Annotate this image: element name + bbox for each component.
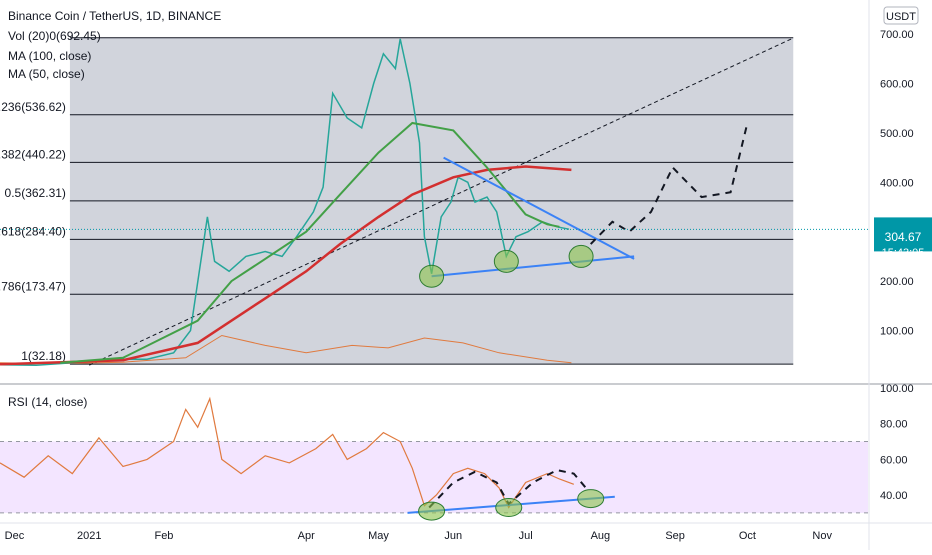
price-tag-background — [874, 217, 932, 252]
ma100-line — [0, 165, 572, 366]
x-tick-label: Dec — [5, 530, 25, 542]
ma50-line — [60, 121, 560, 364]
rsi-y-tick-label: 60.00 — [880, 454, 908, 466]
pivot-marker — [568, 244, 594, 268]
fib-label-4: 0.786(173.47) — [0, 279, 66, 293]
y-tick-label: 200.00 — [880, 276, 914, 288]
indicator-ma50[interactable]: MA (50, close) — [8, 67, 85, 81]
rsi-pivot-marker — [418, 501, 446, 521]
x-tick-label: Aug — [591, 530, 611, 542]
symbol-title[interactable]: Binance Coin / TetherUS, 1D, BINANCE — [8, 9, 221, 23]
rsi-band — [0, 441, 868, 513]
rsi-y-tick-label: 100.00 — [880, 383, 914, 395]
triangle-upper-line — [443, 156, 635, 260]
x-tick-label: Nov — [812, 530, 832, 542]
rsi-line — [0, 396, 575, 509]
x-tick-label: Feb — [154, 530, 173, 542]
price-tag-value: 304.67 — [885, 230, 922, 244]
main-price-pane[interactable]: 0.236(536.62) 0.382(440.22) 0.5(362.31) 0.6… — [0, 37, 868, 366]
rsi-y-tick-label: 40.00 — [880, 490, 908, 502]
rsi-pane[interactable] — [0, 396, 868, 521]
x-tick-label: Oct — [739, 530, 756, 542]
y-tick-label: 600.00 — [880, 78, 914, 90]
fib-label-2: 0.5(362.31) — [5, 186, 66, 200]
x-tick-label: May — [368, 530, 389, 542]
x-tick-label: Sep — [665, 530, 685, 542]
x-tick-label: Jul — [519, 530, 533, 542]
rsi-pivot-marker — [495, 498, 523, 518]
rsi-title[interactable]: RSI (14, close) — [8, 395, 87, 409]
fib-label-0: 0.236(536.62) — [0, 100, 66, 114]
y-tick-label: 100.00 — [880, 326, 914, 338]
y-tick-label: 500.00 — [880, 128, 914, 140]
indicator-ma100[interactable]: MA (100, close) — [8, 49, 91, 63]
current-price-label: 304.67 15:43:05 — [874, 217, 932, 259]
fib-label-5: 1(32.18) — [21, 349, 66, 363]
fib-label-1: 0.382(440.22) — [0, 147, 66, 161]
projection-path — [589, 122, 749, 245]
rsi-pivot-marker — [577, 489, 605, 509]
currency-badge[interactable] — [883, 6, 919, 25]
x-tick-label: Apr — [298, 530, 315, 542]
price-tag-countdown: 15:43:05 — [882, 247, 925, 259]
x-tick-label: 2021 — [77, 530, 101, 542]
volume-ma-line — [0, 334, 572, 365]
y-tick-label: 400.00 — [880, 177, 914, 189]
rsi-y-tick-label: 80.00 — [880, 419, 908, 431]
currency-badge-label: USDT — [886, 11, 916, 23]
price-line — [0, 38, 570, 366]
triangle-lower-line — [431, 255, 635, 278]
pivot-marker — [493, 249, 519, 273]
x-tick-label: Jun — [444, 530, 462, 542]
y-tick-label: 700.00 — [880, 29, 914, 41]
fib-label-3: 0.618(284.40) — [0, 224, 66, 238]
indicator-volume[interactable]: Vol (20)0(692.45) — [8, 29, 101, 43]
pivot-marker — [419, 264, 445, 288]
